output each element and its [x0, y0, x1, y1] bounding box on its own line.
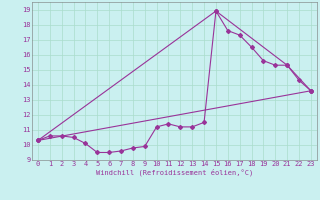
X-axis label: Windchill (Refroidissement éolien,°C): Windchill (Refroidissement éolien,°C)	[96, 169, 253, 176]
